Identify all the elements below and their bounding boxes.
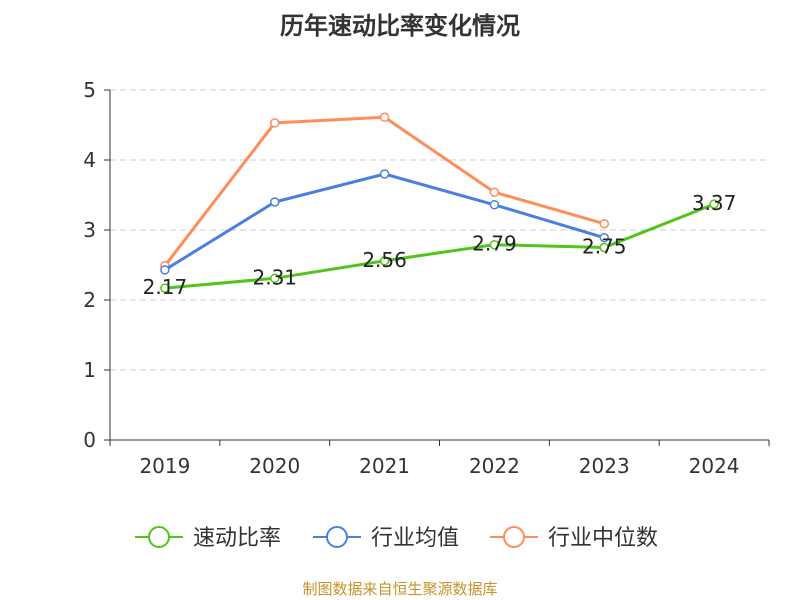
data-point bbox=[599, 242, 609, 253]
series-line-0 bbox=[164, 202, 715, 290]
data-label: 2.56 bbox=[362, 248, 407, 272]
x-tick-label: 2023 bbox=[579, 454, 630, 478]
data-point bbox=[160, 265, 170, 275]
source-note: 制图数据来自恒生聚源数据库 bbox=[302, 580, 498, 598]
data-label: 2.31 bbox=[252, 265, 297, 289]
legend-marker bbox=[503, 526, 525, 548]
legend-label: 行业中位数 bbox=[548, 526, 658, 551]
x-tick-label: 2024 bbox=[689, 454, 740, 478]
data-point bbox=[489, 187, 500, 197]
data-point bbox=[379, 169, 390, 179]
data-label: 2.17 bbox=[143, 275, 188, 299]
data-point bbox=[270, 118, 280, 128]
data-label: 3.37 bbox=[692, 191, 737, 215]
y-tick-label: 0 bbox=[83, 428, 96, 452]
x-tick-label: 2020 bbox=[249, 454, 300, 478]
data-point bbox=[599, 218, 609, 229]
data-point bbox=[270, 273, 280, 284]
x-tick-label: 2022 bbox=[469, 454, 520, 478]
data-label: 2.75 bbox=[582, 235, 627, 259]
x-tick-label: 2021 bbox=[359, 454, 410, 478]
data-point bbox=[599, 232, 609, 243]
data-point bbox=[160, 283, 170, 293]
y-tick-label: 4 bbox=[83, 148, 96, 172]
y-tick-label: 1 bbox=[83, 358, 96, 382]
data-point bbox=[489, 200, 500, 210]
data-point bbox=[270, 197, 280, 207]
y-tick-label: 5 bbox=[83, 78, 96, 102]
x-tick-label: 2019 bbox=[139, 454, 190, 478]
legend-label: 速动比率 bbox=[193, 526, 281, 551]
legend-marker bbox=[326, 526, 348, 548]
y-tick-label: 2 bbox=[83, 288, 96, 312]
data-point bbox=[709, 199, 719, 209]
data-point bbox=[379, 256, 390, 266]
y-tick-label: 3 bbox=[83, 218, 96, 242]
data-point bbox=[379, 112, 390, 123]
legend-marker bbox=[148, 526, 170, 548]
chart-title: 历年速动比率变化情况 bbox=[280, 12, 520, 40]
data-point bbox=[489, 239, 500, 250]
series-line-2 bbox=[163, 115, 605, 267]
data-label: 2.79 bbox=[472, 232, 517, 256]
legend-label: 行业均值 bbox=[371, 526, 459, 551]
